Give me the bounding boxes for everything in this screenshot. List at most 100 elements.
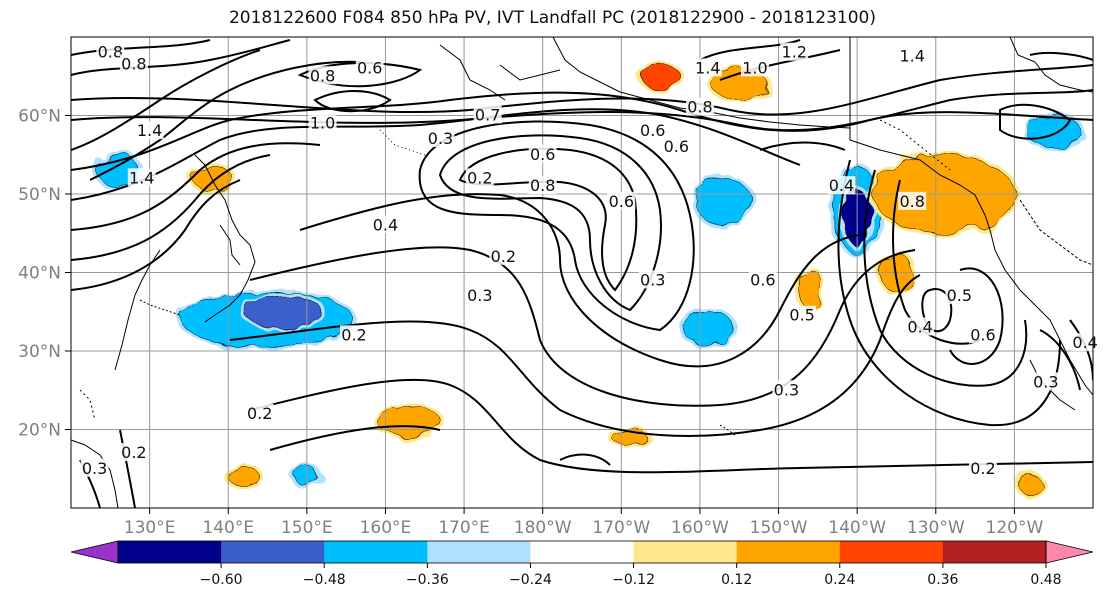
contour-label-27: 0.4	[829, 176, 854, 195]
contour-label-14: 0.6	[664, 137, 689, 156]
contour-label-bg-14	[662, 136, 691, 155]
contour-label-bg-5	[127, 168, 156, 187]
contour-label-36: 0.2	[970, 459, 995, 478]
contour-label-bg-11	[528, 176, 557, 195]
contour-label-9: 0.2	[467, 168, 492, 187]
colorbar-label-6: 0.24	[824, 572, 855, 588]
contour-label-bg-37	[119, 443, 148, 462]
contour-label-bg-8	[426, 129, 455, 148]
latitude-ticks: 60°N 50°N 40°N 30°N 20°N	[18, 107, 71, 441]
xtick-label-11: 120°W	[986, 518, 1044, 538]
contour-label-35: 0.4	[1072, 333, 1097, 352]
contour-label-bg-16	[693, 58, 722, 77]
shade-central-orange	[797, 268, 823, 309]
contour-label-bg-18	[780, 42, 809, 61]
contour-label-bg-2	[308, 66, 337, 85]
xtick-label-0: 130°E	[124, 518, 176, 538]
contour-label-bg-20	[371, 215, 400, 234]
contour-label-bg-6	[308, 113, 337, 132]
colorbar-segment-7	[839, 541, 944, 563]
colorbar-segment-8	[942, 541, 1047, 563]
contour-label-0: 0.8	[98, 43, 123, 62]
ytick-label-2: 40°N	[18, 264, 61, 284]
contour-label-bg-33	[968, 325, 997, 344]
contour-label-2: 0.8	[310, 66, 335, 85]
contour-label-12: 0.6	[609, 192, 634, 211]
xtick-label-1: 140°E	[202, 518, 254, 538]
contour-label-bg-9	[465, 168, 494, 187]
contour-label-23: 0.3	[640, 270, 665, 289]
contour-label-28: 0.2	[341, 325, 366, 344]
ytick-label-1: 50°N	[18, 185, 61, 205]
contour-labels: 0.80.80.8 0.61.41.41.0 0.70.30.20.60.80.60…	[80, 42, 1100, 478]
colorbar-segment-3	[427, 541, 531, 563]
colorbar-label-8: 0.48	[1030, 572, 1061, 588]
contour-label-11: 0.8	[530, 176, 555, 195]
contour-label-20: 0.4	[373, 215, 398, 234]
contour-label-13: 0.6	[640, 121, 665, 140]
contour-label-1: 0.8	[121, 54, 146, 73]
contour-label-32: 0.5	[947, 286, 972, 305]
ytick-label-3: 30°N	[18, 342, 61, 362]
xtick-label-3: 160°E	[360, 518, 412, 538]
xtick-label-6: 170°W	[592, 518, 650, 538]
colorbar-extend-high	[1045, 540, 1094, 564]
contour-label-bg-34	[1031, 372, 1060, 391]
colorbar-label-4: −0.12	[612, 572, 655, 588]
contour-label-bg-0	[96, 42, 125, 61]
contour-label-21: 0.2	[491, 247, 516, 266]
contour-label-bg-30	[772, 380, 801, 399]
contour-label-bg-26	[898, 191, 927, 210]
contour-label-37: 0.2	[121, 443, 146, 462]
ytick-label-0: 60°N	[18, 107, 61, 127]
contour-label-bg-7	[473, 105, 502, 124]
contour-label-29: 0.2	[247, 404, 272, 423]
contour-label-bg-1	[119, 54, 148, 73]
contour-label-bg-4	[135, 121, 164, 140]
contour-label-18: 1.2	[782, 43, 807, 62]
shade-nw-pacific-blue-core	[243, 295, 323, 328]
colorbar-segment-1	[221, 541, 325, 563]
contour-label-4: 1.4	[137, 121, 162, 140]
colorbar-extend-low	[70, 540, 119, 564]
xtick-label-2: 150°E	[281, 518, 333, 538]
contour-label-10: 0.6	[530, 145, 555, 164]
coastlines	[71, 37, 1093, 508]
xtick-label-10: 130°W	[907, 518, 965, 538]
colorbar-segment-4	[530, 541, 635, 563]
xtick-label-8: 150°W	[750, 518, 808, 538]
contour-label-30: 0.3	[774, 380, 799, 399]
contour-label-6: 1.0	[310, 113, 335, 132]
contour-label-17: 1.0	[742, 58, 767, 77]
colorbar-label-1: −0.48	[303, 572, 346, 588]
colorbar-label-7: 0.36	[927, 572, 958, 588]
contour-label-24: 0.6	[750, 270, 775, 289]
colorbar-frame	[117, 540, 1047, 564]
shade-sw-orange	[227, 466, 260, 487]
colorbar-segment-0	[118, 541, 222, 563]
contour-label-16: 1.4	[695, 58, 720, 77]
contour-label-bg-29	[245, 403, 274, 422]
contour-label-bg-17	[740, 58, 769, 77]
xtick-label-4: 170°E	[438, 518, 490, 538]
contour-label-bg-12	[607, 191, 636, 210]
contour-label-bg-35	[1071, 333, 1100, 352]
xtick-label-5: 180°W	[514, 518, 572, 538]
contour-label-5: 1.4	[129, 168, 154, 187]
contour-label-bg-22	[465, 286, 494, 305]
shade-aleutian-blue	[695, 178, 752, 226]
contour-label-26: 0.8	[899, 192, 924, 211]
contour-label-22: 0.3	[467, 286, 492, 305]
shade-bering-orange	[640, 64, 681, 89]
shade-subtropic-orange	[377, 405, 441, 438]
contour-label-bg-25	[788, 305, 817, 324]
contour-label-34: 0.3	[1033, 372, 1058, 391]
contour-label-bg-24	[748, 270, 777, 289]
shade-central-blue	[682, 309, 734, 345]
shade-canada-blue	[1025, 115, 1082, 148]
contour-label-bg-13	[638, 121, 667, 140]
chart-title: 2018122600 F084 850 hPa PV, IVT Landfall…	[228, 8, 876, 28]
pv-contours	[71, 39, 1093, 508]
contour-label-8: 0.3	[428, 129, 453, 148]
